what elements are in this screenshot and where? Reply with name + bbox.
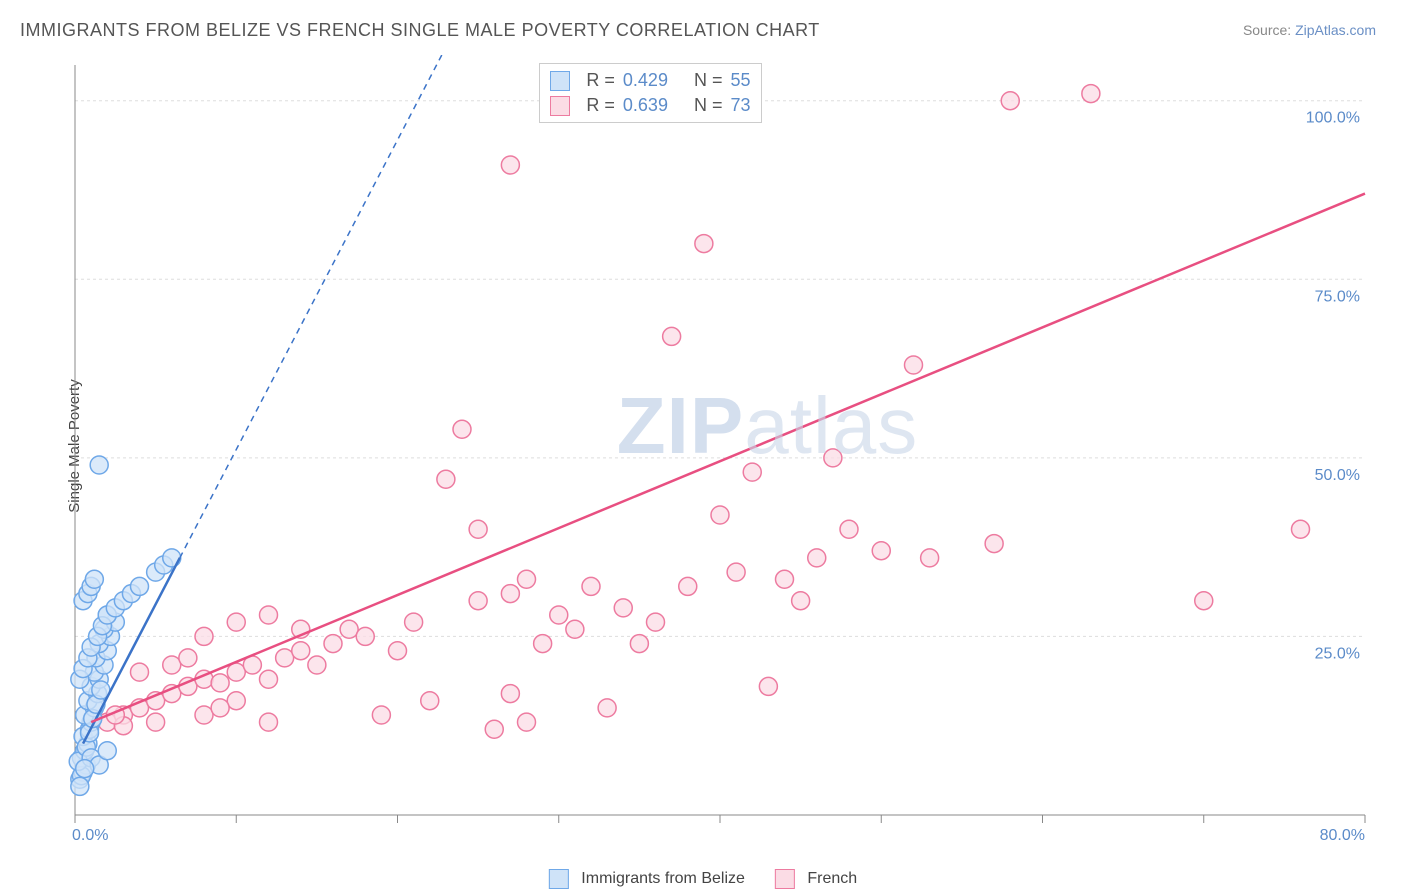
r-value-belize: 0.429	[623, 70, 668, 91]
swatch-belize-icon	[550, 71, 570, 91]
r-value-french: 0.639	[623, 95, 668, 116]
chart-title: IMMIGRANTS FROM BELIZE VS FRENCH SINGLE …	[20, 20, 820, 41]
svg-text:100.0%: 100.0%	[1306, 110, 1360, 127]
r-label: R =	[586, 95, 615, 116]
svg-text:25.0%: 25.0%	[1315, 645, 1360, 662]
legend-item-french: French	[775, 869, 857, 889]
scatter-chart: 25.0% 50.0% 75.0% 100.0% 0.0% 80.0%	[55, 55, 1375, 845]
n-label: N =	[694, 70, 723, 91]
n-value-french: 73	[730, 95, 750, 116]
legend-label-belize: Immigrants from Belize	[581, 870, 745, 887]
source-link[interactable]: ZipAtlas.com	[1295, 22, 1376, 38]
legend-item-belize: Immigrants from Belize	[549, 869, 745, 889]
chart-area: 25.0%50.0%75.0%100.0%0.0%80.0% ZIPatlas …	[55, 55, 1375, 845]
svg-text:75.0%: 75.0%	[1315, 288, 1360, 305]
stat-legend: R = 0.429 N = 55 R = 0.639 N = 73	[539, 63, 761, 123]
svg-text:80.0%: 80.0%	[1320, 827, 1365, 844]
bottom-legend: Immigrants from Belize French	[549, 869, 857, 889]
source-label: Source:	[1243, 22, 1295, 38]
n-label: N =	[694, 95, 723, 116]
svg-text:0.0%: 0.0%	[72, 827, 108, 844]
swatch-french-icon	[550, 96, 570, 116]
r-label: R =	[586, 70, 615, 91]
n-value-belize: 55	[730, 70, 750, 91]
svg-text:50.0%: 50.0%	[1315, 467, 1360, 484]
stat-row-french: R = 0.639 N = 73	[550, 93, 750, 118]
swatch-belize-icon	[549, 869, 569, 889]
stat-row-belize: R = 0.429 N = 55	[550, 68, 750, 93]
legend-label-french: French	[807, 870, 857, 887]
swatch-french-icon	[775, 869, 795, 889]
source-attribution: Source: ZipAtlas.com	[1243, 22, 1376, 38]
